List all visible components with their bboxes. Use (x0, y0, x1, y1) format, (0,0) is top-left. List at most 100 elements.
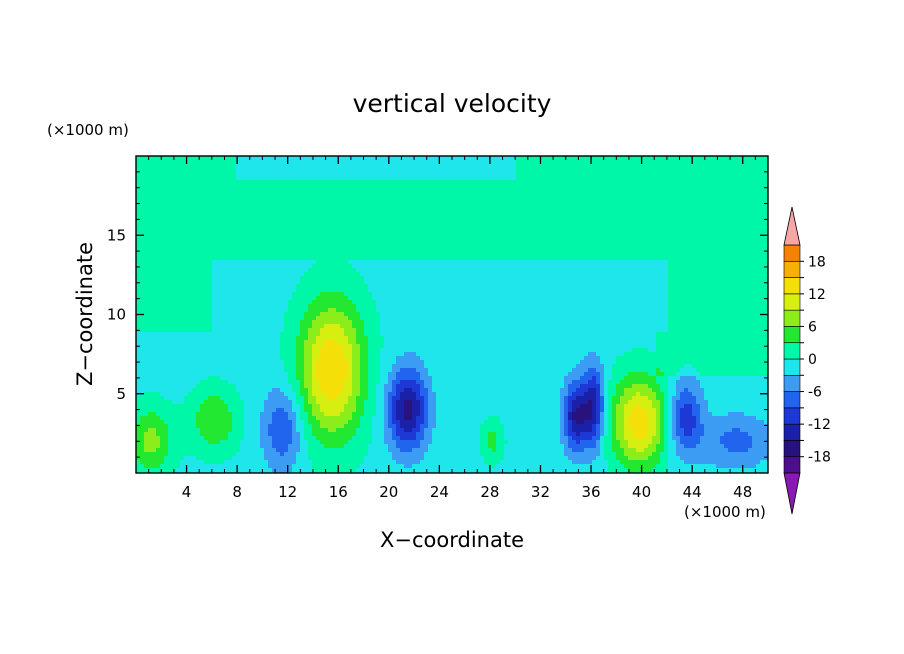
field-cell (232, 276, 236, 280)
field-cell (428, 200, 432, 204)
field-cell (756, 276, 760, 280)
field-cell (528, 196, 532, 200)
field-cell (384, 264, 388, 268)
field-cell (448, 172, 452, 176)
field-cell (200, 156, 204, 160)
field-cell (320, 224, 324, 228)
field-cell (308, 244, 312, 248)
field-cell (516, 280, 520, 284)
field-cell (480, 208, 484, 212)
field-cell (248, 196, 252, 200)
field-cell (444, 184, 448, 188)
field-cell (312, 228, 316, 232)
field-cell (736, 240, 740, 244)
field-cell (544, 248, 548, 252)
field-cell (372, 168, 376, 172)
field-cell (580, 260, 584, 264)
field-cell (664, 264, 668, 268)
field-cell (568, 156, 572, 160)
field-cell (212, 212, 216, 216)
field-cell (624, 160, 628, 164)
field-cell (460, 256, 464, 260)
field-cell (528, 240, 532, 244)
field-cell (272, 164, 276, 168)
field-cell (572, 168, 576, 172)
field-cell (484, 244, 488, 248)
field-cell (744, 232, 748, 236)
field-cell (316, 260, 320, 264)
field-cell (644, 212, 648, 216)
field-cell (276, 248, 280, 252)
field-cell (352, 272, 356, 276)
field-cell (316, 264, 320, 268)
field-cell (592, 172, 596, 176)
field-cell (572, 172, 576, 176)
field-cell (600, 156, 604, 160)
field-cell (368, 212, 372, 216)
field-cell (512, 264, 516, 268)
field-cell (420, 168, 424, 172)
field-cell (420, 156, 424, 160)
field-cell (440, 220, 444, 224)
field-cell (384, 172, 388, 176)
field-cell (560, 188, 564, 192)
field-cell (356, 272, 360, 276)
field-cell (648, 184, 652, 188)
field-cell (172, 244, 176, 248)
field-cell (372, 252, 376, 256)
field-cell (348, 224, 352, 228)
field-cell (620, 164, 624, 168)
field-cell (236, 224, 240, 228)
field-cell (600, 224, 604, 228)
field-cell (428, 240, 432, 244)
field-cell (172, 216, 176, 220)
field-cell (508, 232, 512, 236)
field-cell (616, 212, 620, 216)
field-cell (596, 228, 600, 232)
field-cell (412, 192, 416, 196)
field-cell (716, 252, 720, 256)
field-cell (404, 232, 408, 236)
field-cell (160, 212, 164, 216)
field-cell (560, 248, 564, 252)
field-cell (288, 172, 292, 176)
field-cell (712, 204, 716, 208)
field-cell (268, 276, 272, 280)
field-cell (212, 220, 216, 224)
field-cell (756, 232, 760, 236)
field-cell (516, 176, 520, 180)
field-cell (376, 240, 380, 244)
field-cell (208, 272, 212, 276)
field-cell (400, 216, 404, 220)
field-cell (164, 184, 168, 188)
field-cell (196, 244, 200, 248)
field-cell (304, 216, 308, 220)
field-cell (264, 176, 268, 180)
field-cell (532, 216, 536, 220)
field-cell (324, 208, 328, 212)
field-cell (216, 168, 220, 172)
field-cell (764, 164, 768, 168)
field-cell (232, 264, 236, 268)
field-cell (168, 268, 172, 272)
field-cell (660, 264, 664, 268)
field-cell (524, 276, 528, 280)
field-cell (520, 176, 524, 180)
field-cell (144, 160, 148, 164)
field-cell (172, 176, 176, 180)
field-cell (656, 172, 660, 176)
field-cell (408, 252, 412, 256)
field-cell (272, 256, 276, 260)
field-cell (212, 244, 216, 248)
field-cell (552, 180, 556, 184)
field-cell (636, 176, 640, 180)
field-cell (312, 248, 316, 252)
field-cell (572, 220, 576, 224)
field-cell (436, 264, 440, 268)
field-cell (564, 168, 568, 172)
field-cell (184, 268, 188, 272)
field-cell (548, 188, 552, 192)
field-cell (688, 216, 692, 220)
field-cell (140, 156, 144, 160)
field-cell (684, 232, 688, 236)
